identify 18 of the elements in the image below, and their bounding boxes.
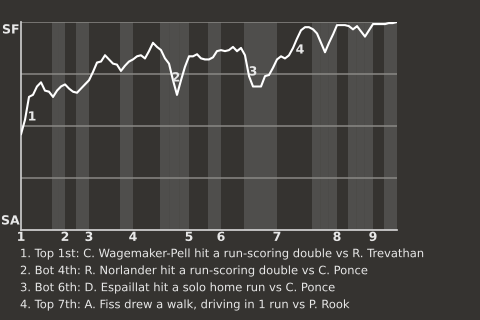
annotation: 3 bbox=[249, 66, 256, 76]
x-tick-label: 1 bbox=[18, 232, 24, 241]
x-tick-label: 9 bbox=[369, 232, 377, 242]
x-tick-label: 8 bbox=[333, 232, 341, 242]
x-tick-label: 3 bbox=[85, 232, 92, 242]
text: 4. Top 7th: A. Fiss drew a walk, driving in 1 run vs P. Rook bbox=[20, 299, 350, 311]
x-tick-label: 4 bbox=[129, 232, 137, 241]
x-tick-label: 2 bbox=[62, 232, 68, 241]
text: 3. Bot 6th: D. Espaillat hit a solo home run vs C. Ponce bbox=[20, 282, 335, 294]
text: SA bbox=[2, 215, 20, 225]
text: SF bbox=[2, 24, 18, 34]
x-tick-label: 5 bbox=[186, 232, 192, 242]
annotation: 1 bbox=[29, 111, 36, 120]
text: 2. Bot 4th: R. Norlander hit a run-scoring double vs C. Ponce bbox=[20, 265, 368, 277]
annotation: 4 bbox=[296, 44, 304, 54]
x-tick-label: 6 bbox=[217, 232, 225, 242]
x-tick-label: 7 bbox=[273, 232, 280, 241]
text: 1. Top 1st: C. Wagemaker-Pell hit a run-scoring double vs R. Trevathan bbox=[21, 248, 424, 260]
